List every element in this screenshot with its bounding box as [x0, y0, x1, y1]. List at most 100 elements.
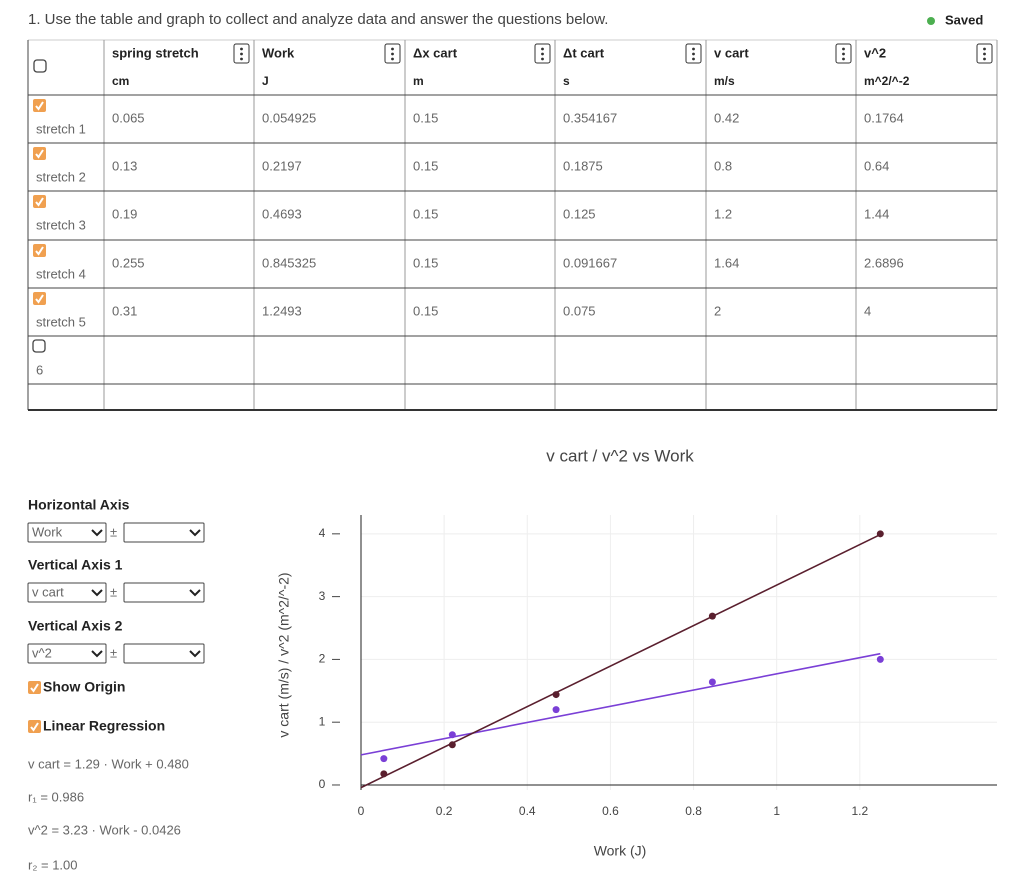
- cell: 0.13: [112, 158, 137, 173]
- y-tick-label: 0: [319, 777, 326, 791]
- column-unit: m: [413, 74, 424, 88]
- data-point: [708, 612, 716, 620]
- cell: 0.125: [563, 206, 596, 221]
- check-icon: [35, 294, 44, 304]
- regression-line: [360, 652, 881, 756]
- control-label: Linear Regression: [43, 718, 165, 734]
- menu-dot: [541, 57, 544, 61]
- menu-dot: [692, 57, 695, 61]
- data-point: [380, 770, 388, 778]
- menu-dot: [842, 47, 845, 51]
- row-label: stretch 4: [36, 266, 86, 281]
- row-label: stretch 1: [36, 121, 86, 136]
- cell: 0.31: [112, 303, 137, 318]
- x-tick-label: 0.4: [519, 804, 536, 818]
- checkbox-checked[interactable]: [33, 195, 46, 208]
- column-name: v^2: [864, 45, 886, 60]
- select[interactable]: [123, 522, 205, 543]
- cell: 0.4693: [262, 206, 302, 221]
- cell: 0.1764: [864, 110, 904, 125]
- cell: 0.065: [112, 110, 145, 125]
- row-label: stretch 2: [36, 169, 86, 184]
- cell: 0.64: [864, 158, 889, 173]
- plus-minus: ±: [110, 645, 117, 660]
- data-point: [380, 755, 388, 763]
- chevron: [189, 529, 201, 537]
- status: Saved: [945, 12, 983, 27]
- menu-dot: [541, 47, 544, 51]
- checkbox[interactable]: [33, 59, 47, 73]
- check-icon: [35, 246, 44, 256]
- menu-dot: [391, 57, 394, 61]
- checkbox-checked[interactable]: [33, 99, 46, 112]
- select[interactable]: [123, 643, 205, 664]
- control-label: Horizontal Axis: [28, 497, 130, 513]
- menu-dot: [842, 57, 845, 61]
- cell: 0.8: [714, 158, 732, 173]
- cell: 2: [714, 303, 721, 318]
- menu-dot: [240, 57, 243, 61]
- checkbox-checked[interactable]: [28, 720, 41, 733]
- x-tick-label: 0.6: [602, 804, 619, 818]
- plus-minus: ±: [110, 584, 117, 599]
- menu-dot: [391, 52, 394, 56]
- menu-dot: [692, 52, 695, 56]
- menu-dot: [391, 47, 394, 51]
- equation: r₂ = 1.00: [28, 857, 78, 872]
- chart-title: v cart / v^2 vs Work: [546, 446, 694, 465]
- column-unit: cm: [112, 74, 129, 88]
- cell: 0.054925: [262, 110, 316, 125]
- menu-dot: [983, 52, 986, 56]
- cell: 0.15: [413, 255, 438, 270]
- select[interactable]: [123, 582, 205, 603]
- question: 1. Use the table and graph to collect an…: [28, 11, 608, 28]
- chevron: [189, 589, 201, 597]
- checkbox-checked[interactable]: [33, 292, 46, 305]
- select-value: Work: [32, 524, 63, 539]
- x-tick-label: 0.2: [436, 804, 453, 818]
- cell: 0.075: [563, 303, 596, 318]
- select-value: v^2: [32, 645, 52, 660]
- y-tick-label: 4: [319, 526, 326, 540]
- control-label: Vertical Axis 1: [28, 557, 123, 573]
- cell: 0.19: [112, 206, 137, 221]
- chevron: [91, 589, 103, 597]
- y-tick-label: 2: [319, 652, 326, 666]
- column-name: Δt cart: [563, 45, 605, 60]
- column-unit: J: [262, 74, 269, 88]
- cell: 0.2197: [262, 158, 302, 173]
- x-axis-label: Work (J): [594, 843, 647, 859]
- column-unit: m/s: [714, 74, 735, 88]
- cell: 2.6896: [864, 255, 904, 270]
- cell: 0.354167: [563, 110, 617, 125]
- x-tick-label: 1.2: [851, 804, 868, 818]
- menu-dot: [541, 52, 544, 56]
- y-axis-label: v cart (m/s) / v^2 (m^2/^-2): [276, 572, 292, 737]
- cell: 0.15: [413, 110, 438, 125]
- checkbox-checked[interactable]: [28, 681, 41, 694]
- select[interactable]: [27, 582, 107, 603]
- y-tick-label: 3: [319, 589, 326, 603]
- data-point: [708, 678, 716, 686]
- cell: 1.44: [864, 206, 889, 221]
- checkbox[interactable]: [32, 339, 46, 353]
- checkbox-checked[interactable]: [33, 244, 46, 257]
- checkbox-checked[interactable]: [33, 147, 46, 160]
- cell: 0.15: [413, 158, 438, 173]
- select[interactable]: [27, 643, 107, 664]
- data-point: [876, 530, 884, 538]
- chevron: [189, 650, 201, 658]
- row-label: stretch 5: [36, 314, 86, 329]
- control-label: Vertical Axis 2: [28, 618, 123, 634]
- equation: v cart = 1.29 · Work + 0.480: [28, 756, 189, 771]
- data-point: [448, 731, 456, 739]
- row-label: 6: [36, 362, 43, 377]
- select[interactable]: [27, 522, 107, 543]
- data-point: [552, 691, 560, 699]
- row-label: stretch 3: [36, 217, 86, 232]
- chevron: [91, 650, 103, 658]
- x-tick-label: 1: [773, 804, 780, 818]
- cell: 0.15: [413, 206, 438, 221]
- column-unit: m^2/^-2: [864, 74, 910, 88]
